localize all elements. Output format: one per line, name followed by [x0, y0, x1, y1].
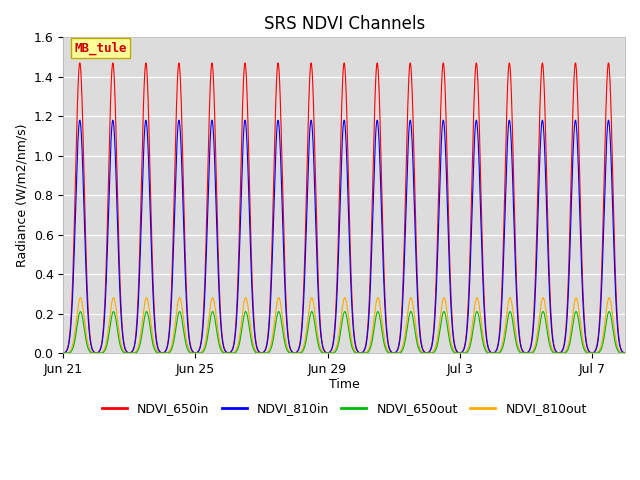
- NDVI_810in: [529, 329, 537, 335]
- NDVI_810out: [188, 350, 195, 356]
- NDVI_650out: [422, 350, 430, 356]
- Y-axis label: Radiance (W/m2/nm/s): Radiance (W/m2/nm/s): [15, 123, 28, 267]
- NDVI_810out: [605, 295, 613, 300]
- Legend: NDVI_650in, NDVI_810in, NDVI_650out, NDVI_810out: NDVI_650in, NDVI_810in, NDVI_650out, NDV…: [97, 397, 591, 420]
- Line: NDVI_810in: NDVI_810in: [63, 120, 625, 353]
- NDVI_810in: [422, 350, 430, 356]
- NDVI_810in: [188, 346, 195, 352]
- NDVI_650out: [605, 309, 613, 314]
- Line: NDVI_650in: NDVI_650in: [63, 63, 625, 353]
- NDVI_650in: [520, 350, 528, 356]
- NDVI_650out: [529, 350, 537, 356]
- NDVI_810out: [141, 299, 149, 304]
- NDVI_650in: [529, 324, 537, 329]
- NDVI_650in: [188, 345, 195, 351]
- NDVI_810out: [60, 350, 67, 356]
- NDVI_650out: [141, 312, 149, 318]
- NDVI_810in: [60, 350, 67, 356]
- NDVI_650out: [115, 334, 122, 340]
- NDVI_810out: [422, 350, 430, 356]
- NDVI_650out: [520, 350, 528, 356]
- NDVI_650in: [422, 350, 430, 356]
- NDVI_650in: [60, 350, 67, 356]
- NDVI_650out: [60, 350, 67, 356]
- NDVI_650in: [621, 350, 629, 356]
- NDVI_810out: [621, 350, 629, 356]
- NDVI_650out: [621, 350, 629, 356]
- NDVI_810in: [520, 350, 528, 356]
- NDVI_810out: [529, 348, 537, 354]
- Title: SRS NDVI Channels: SRS NDVI Channels: [264, 15, 425, 33]
- X-axis label: Time: Time: [329, 379, 360, 392]
- Line: NDVI_650out: NDVI_650out: [63, 312, 625, 353]
- NDVI_810out: [115, 325, 122, 331]
- NDVI_650in: [141, 66, 149, 72]
- NDVI_810in: [621, 350, 629, 356]
- NDVI_650in: [605, 60, 612, 66]
- NDVI_810in: [605, 117, 612, 123]
- NDVI_650out: [188, 350, 195, 356]
- NDVI_810in: [141, 122, 149, 128]
- NDVI_810in: [115, 253, 122, 259]
- Line: NDVI_810out: NDVI_810out: [63, 298, 625, 353]
- NDVI_810out: [520, 350, 528, 356]
- NDVI_650in: [115, 229, 122, 235]
- Text: MB_tule: MB_tule: [74, 42, 127, 55]
